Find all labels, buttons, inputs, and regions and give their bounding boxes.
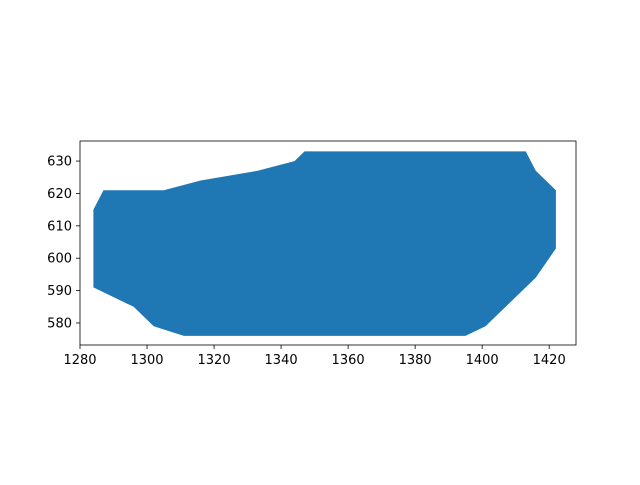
- plot-frame: [79, 140, 577, 346]
- x-tick-label: 1420: [533, 353, 566, 368]
- x-tick-label: 1340: [265, 353, 298, 368]
- y-tick-label: 590: [47, 284, 72, 299]
- x-tick-label: 1380: [399, 353, 432, 368]
- y-axis: 580 590 600 610 620 630: [47, 155, 80, 331]
- filled-region-0: [93, 151, 556, 336]
- y-tick-label: 580: [47, 316, 72, 331]
- x-tick-label: 1400: [466, 353, 499, 368]
- y-tick-label: 620: [47, 187, 72, 202]
- x-axis: 1280 1300 1320 1340 1360 1380 1400 1420: [63, 345, 566, 368]
- y-tick-label: 610: [47, 219, 72, 234]
- x-tick-label: 1320: [198, 353, 231, 368]
- x-tick-label: 1300: [130, 353, 163, 368]
- y-tick-label: 630: [47, 155, 72, 170]
- x-tick-label: 1280: [63, 353, 96, 368]
- x-tick-label: 1360: [332, 353, 365, 368]
- y-tick-label: 600: [47, 252, 72, 267]
- plot-area: [79, 140, 577, 346]
